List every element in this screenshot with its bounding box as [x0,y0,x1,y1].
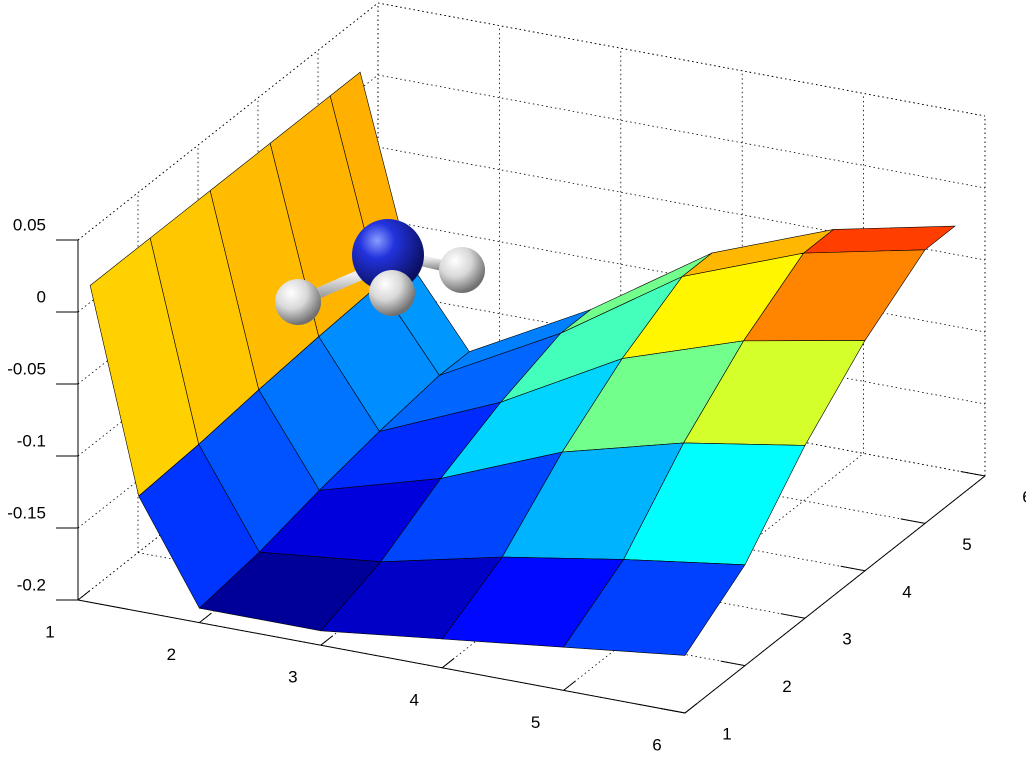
tick-mark [441,657,455,669]
y-tick-label: 5 [962,535,971,554]
x-tick-label: 4 [409,690,418,709]
grid-line [77,2,379,241]
z-tick-label: -0.05 [7,359,46,378]
grid-line [563,453,864,691]
z-tick-label: 0 [37,287,46,306]
x-tick-label: 6 [652,735,661,754]
tick-mark [77,590,91,601]
z-tick-label: -0.15 [7,503,46,522]
x-tick-label: 3 [288,668,297,687]
z-tick-label: -0.1 [17,431,46,450]
y-tick-label: 3 [842,630,851,649]
y-tick-label: 2 [782,677,791,696]
z-tick-label: -0.2 [17,575,46,594]
hydrogen-atom [369,270,415,316]
grid-line [77,362,379,601]
tick-mark [960,470,986,477]
box-edge [377,2,986,117]
grid-line [77,290,379,529]
grid-line [377,2,986,117]
x-tick-label: 1 [45,622,54,641]
nitrogen-atom [352,219,424,291]
grid-line [377,74,986,189]
tick-mark [900,518,926,524]
hydrogen-atom [439,247,485,293]
y-tick-label: 6 [1022,487,1026,506]
tick-mark [563,680,576,691]
surface-patch [563,559,746,656]
y-tick-label: 1 [722,724,731,743]
tick-mark [840,565,866,572]
tick-mark [199,612,212,623]
y-tick-label: 4 [902,582,911,601]
tick-mark [320,635,334,646]
molecule-illustration [275,219,485,325]
hydrogen-atom [275,279,321,325]
z-tick-label: 0.05 [13,215,46,234]
tick-mark [780,613,806,619]
surface [89,71,956,656]
axes: 1 2 3 4 5 6 1 2 3 4 5 6 -0.2 -0.15 -0.1 -0.05 0 0.05 [7,215,1026,754]
x-tick-label: 2 [167,645,176,664]
x-tick-label: 5 [531,713,540,732]
y-axis [684,475,986,714]
x-axis [77,599,686,714]
tick-mark [720,660,746,667]
